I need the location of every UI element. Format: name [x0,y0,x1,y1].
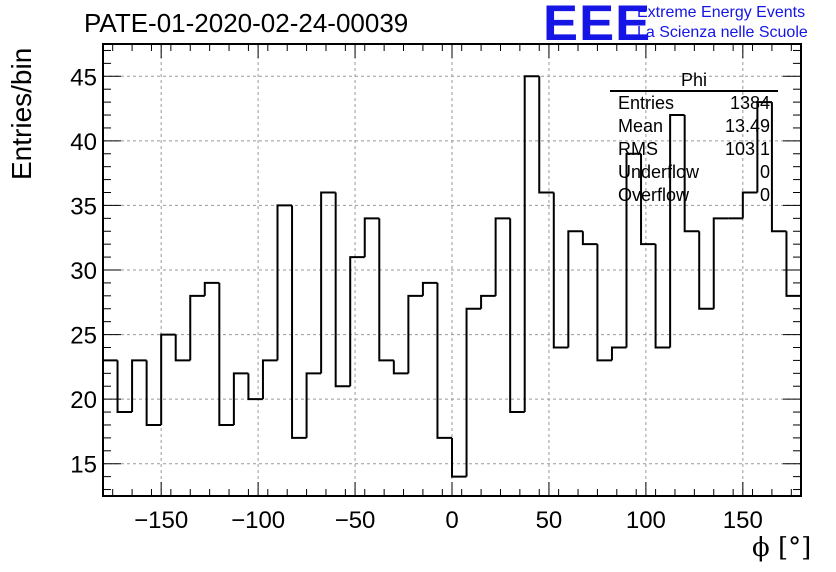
histogram-bin [160,333,176,425]
run-title: PATE-01-2020-02-24-00039 [84,8,409,38]
histogram-bin [305,372,322,438]
stat-value: 0 [759,162,770,182]
histogram-bin [363,217,380,258]
org-name-line1: Extreme Energy Events [637,4,806,21]
stat-value: 0 [759,185,770,205]
histogram-bin [131,359,147,413]
histogram-bin [232,372,249,425]
histogram-bin [625,152,642,348]
histogram-bin [640,153,656,246]
x-tick-label: 50 [536,507,563,534]
y-tick-label: 20 [70,387,97,414]
histogram-bin [712,217,729,309]
x-tick-label: −50 [335,507,376,534]
histogram-bin [538,76,554,194]
stats-box-divider [610,90,778,92]
histogram-bin [465,307,482,477]
histogram-bin [567,230,583,348]
eee-logo: EEE [543,0,652,51]
histogram-bin [480,294,496,309]
histogram-bin [392,360,409,375]
histogram-bin [378,218,394,362]
histogram-bin [203,281,220,296]
stat-label: Underflow [618,162,700,182]
histogram-bin [189,294,205,361]
x-tick-label: 100 [626,507,666,534]
y-tick-label: 15 [70,452,97,479]
stat-label: Overflow [618,185,690,205]
histogram-bin [669,114,685,348]
stat-label: Mean [618,116,664,136]
histogram-bin [596,244,612,362]
x-tick-label: 150 [723,507,763,534]
histogram-bin [421,281,438,296]
x-tick-label: −150 [134,507,188,534]
histogram-bin [581,231,598,246]
plot-frame [102,43,802,497]
org-name-line2: La Scienza nelle Scuole [637,24,808,41]
y-tick-label: 30 [70,258,97,285]
y-axis-label: Entries/bin [6,47,37,180]
histogram-bin [552,192,569,349]
histogram-bin [349,256,365,387]
histogram-bin [247,373,263,401]
x-tick-label: −100 [231,507,285,534]
histogram-bin [174,334,191,362]
x-axis-label: ϕ [°] [752,533,812,563]
histogram-bin [320,191,336,374]
y-tick-label: 40 [70,129,97,156]
y-tick-label: 25 [70,323,97,350]
histogram-bin [494,217,511,296]
histogram-bin [785,231,801,297]
histogram-bin [698,231,714,310]
stat-value: 13.49 [724,116,770,136]
histogram-bin [741,191,758,219]
histogram-bin [523,75,540,413]
stat-value: 103.1 [724,139,770,159]
histogram-bin [276,204,293,361]
histogram-bin [756,101,772,193]
histogram-bin [683,115,700,233]
histogram-bin [291,205,307,439]
histogram-bin [770,102,787,233]
histogram-bin [654,244,671,349]
stats-box-title: Phi [680,70,707,90]
histogram-bin [334,192,351,388]
stat-label: RMS [618,139,658,159]
histogram-bin [436,282,452,439]
histogram-bin [102,359,118,496]
histogram-bin [145,360,162,426]
y-tick-label: 45 [70,64,97,91]
x-tick-label: 0 [445,507,458,534]
histogram-bin [218,282,234,426]
histogram-bin [116,360,133,414]
histogram-bin [610,346,627,361]
y-tick-label: 35 [70,193,97,220]
histogram-bin [509,218,525,414]
stat-value: 1384 [729,93,770,113]
stat-label: Entries [618,93,675,113]
histogram-bin [451,437,467,478]
histogram-bin [407,294,423,374]
histogram-bin [261,359,278,400]
